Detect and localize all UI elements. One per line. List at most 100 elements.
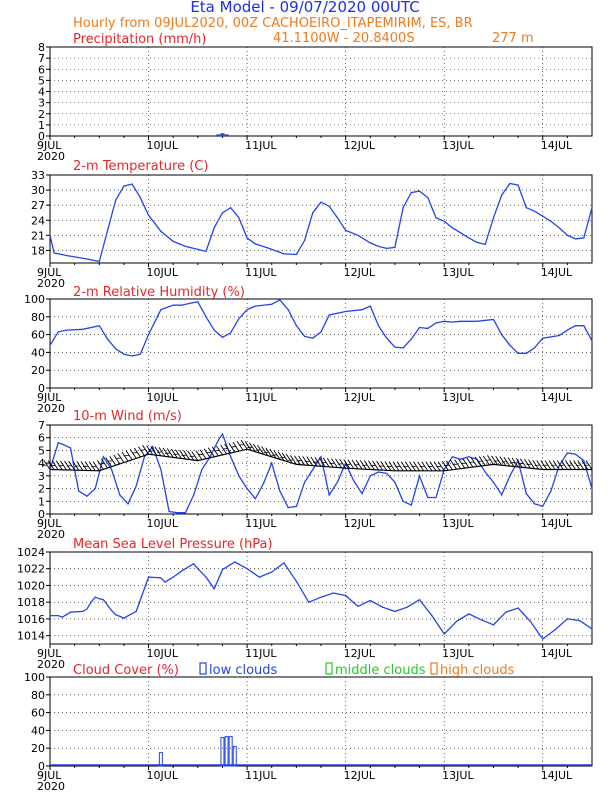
data-point	[160, 309, 162, 311]
x-tick-label: 12JUL	[344, 266, 376, 279]
data-point	[505, 611, 507, 613]
data-point	[468, 613, 470, 615]
wind-barb	[433, 461, 441, 472]
data-point	[558, 334, 560, 337]
wind-barb-flag	[321, 462, 327, 464]
legend-swatch	[199, 662, 207, 675]
data-point	[492, 481, 495, 483]
data-point	[394, 481, 396, 483]
data-point	[172, 576, 174, 578]
x-tick-label: 14JUL	[541, 139, 573, 152]
data-point	[492, 624, 495, 626]
data-point	[517, 184, 519, 186]
wind-barb-flag	[280, 456, 286, 459]
data-point	[361, 309, 363, 311]
panel-title: Precipitation (mm/h)	[73, 32, 206, 47]
data-point	[254, 498, 256, 500]
wind-barb-flag	[444, 464, 450, 467]
y-tick-label: 8	[38, 41, 45, 54]
data-point	[312, 337, 314, 339]
data-point	[542, 638, 544, 640]
data-point	[49, 344, 51, 346]
data-point	[431, 614, 433, 617]
data-point	[172, 304, 174, 306]
data-point	[139, 353, 141, 355]
x-year-label: 2020	[37, 277, 65, 290]
data-point	[303, 335, 306, 337]
data-point	[509, 182, 511, 185]
data-point	[57, 442, 59, 444]
wind-barb-flag	[378, 465, 384, 467]
data-point	[197, 248, 199, 251]
wind-barb-flag	[411, 465, 417, 468]
y-tick-label: 30	[31, 184, 45, 197]
data-point	[542, 215, 544, 217]
data-point	[238, 317, 240, 320]
wind-barb-flag	[271, 454, 277, 456]
cloud-bar	[228, 736, 233, 767]
data-point	[574, 325, 577, 327]
x-year-label: 2020	[37, 150, 65, 163]
data-point	[468, 237, 470, 239]
data-point	[254, 243, 256, 245]
y-tick-label: 5	[38, 74, 45, 87]
wind-barb	[326, 458, 334, 468]
data-point	[98, 325, 100, 327]
data-point	[160, 230, 162, 232]
data-point	[246, 309, 248, 311]
data-point	[312, 212, 314, 214]
wind-barb	[113, 454, 121, 465]
data-point	[176, 512, 178, 514]
data-point	[221, 433, 224, 435]
data-point	[238, 475, 240, 477]
x-tick-label: 10JUL	[147, 647, 179, 660]
data-point	[394, 246, 396, 249]
data-point	[147, 334, 150, 336]
data-point	[127, 503, 129, 505]
data-point	[180, 570, 182, 572]
y-tick-label: 0	[38, 130, 45, 143]
y-tick-label: 60	[31, 329, 45, 342]
x-tick-label: 14JUL	[541, 266, 573, 279]
data-point	[336, 217, 339, 219]
header-subtitle: Hourly from 09JUL2020, 00Z CACHOEIRO_ITA…	[73, 16, 473, 31]
wind-barb	[253, 443, 260, 454]
data-point	[123, 617, 125, 619]
legend-swatch	[430, 662, 438, 675]
wind-barb	[261, 446, 268, 456]
data-point	[476, 320, 478, 322]
wind-barb	[236, 440, 244, 451]
data-point	[443, 633, 445, 635]
y-tick-label: 1014	[17, 630, 45, 643]
precip-bar	[220, 133, 225, 136]
wind-barb-flag	[501, 461, 507, 463]
data-point	[427, 197, 429, 199]
data-point	[308, 601, 310, 603]
data-point	[86, 608, 88, 610]
wind-barb-flag	[230, 446, 236, 448]
data-point	[402, 500, 404, 502]
data-point	[271, 462, 273, 464]
data-point	[386, 472, 388, 474]
x-tick-label: 9JUL	[37, 266, 62, 279]
wind-barb	[376, 460, 383, 471]
x-tick-label: 13JUL	[442, 391, 474, 404]
x-tick-label: 11JUL	[245, 391, 277, 404]
data-point	[591, 487, 593, 490]
data-point	[172, 240, 174, 242]
wind-barb-flag	[107, 460, 113, 462]
wind-barb	[97, 460, 104, 470]
data-point	[287, 507, 289, 509]
wind-barb	[548, 460, 556, 470]
data-point	[271, 571, 273, 573]
cloud-bar	[220, 737, 225, 767]
data-point	[542, 505, 544, 507]
data-point	[353, 480, 355, 482]
wind-barb-flag	[74, 465, 80, 467]
data-point	[345, 310, 347, 313]
x-tick-label: 12JUL	[344, 139, 376, 152]
data-point	[303, 239, 306, 241]
data-point	[402, 207, 404, 209]
y-tick-label: 3	[38, 97, 45, 110]
wind-barb	[203, 448, 211, 458]
